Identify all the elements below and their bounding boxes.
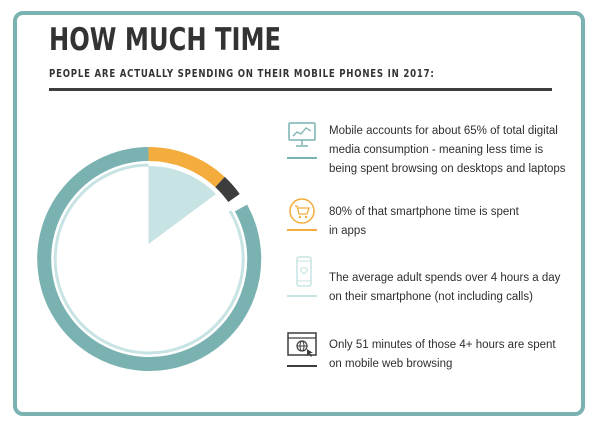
fact-line: media consumption - meaning less time is <box>329 144 544 156</box>
donut-ring-light <box>53 163 245 355</box>
fact-line: on mobile web browsing <box>329 358 453 370</box>
fact-line: on their smartphone (not including calls… <box>329 291 533 303</box>
page-title: HOW MUCH TIME <box>49 22 282 58</box>
fact-underline <box>287 157 317 159</box>
fact-line: Only 51 minutes of those 4+ hours are sp… <box>329 339 556 351</box>
donut-segment-dark <box>215 176 240 203</box>
fact-desktop-share: Mobile accounts for about 65% of total d… <box>329 122 566 179</box>
fact-underline <box>287 229 317 231</box>
fact-line: 80% of that smartphone time is spent <box>329 206 519 218</box>
browser-globe-icon <box>287 332 317 357</box>
desktop-chart-icon <box>288 122 316 147</box>
smartphone-heart-icon <box>296 256 312 287</box>
fact-line: The average adult spends over 4 hours a … <box>329 272 561 284</box>
fact-line: being spent browsing on desktops and lap… <box>329 163 566 175</box>
page-subtitle: PEOPLE ARE ACTUALLY SPENDING ON THEIR MO… <box>49 67 435 80</box>
fact-underline <box>287 295 317 297</box>
fact-underline <box>287 365 317 367</box>
shopping-cart-icon <box>289 198 315 224</box>
donut-segment-orange <box>148 146 225 188</box>
fact-line: in apps <box>329 225 367 237</box>
time-donut-graphic <box>37 146 262 371</box>
fact-app-time: 80% of that smartphone time is spent in … <box>329 203 519 241</box>
fact-web-browsing: Only 51 minutes of those 4+ hours are sp… <box>329 336 556 374</box>
fact-daily-hours: The average adult spends over 4 hours a … <box>329 269 560 307</box>
fact-line: Mobile accounts for about 65% of total d… <box>329 125 558 137</box>
donut-wedge <box>148 165 216 244</box>
donut-ring-teal <box>37 147 262 371</box>
header-divider <box>49 88 552 91</box>
